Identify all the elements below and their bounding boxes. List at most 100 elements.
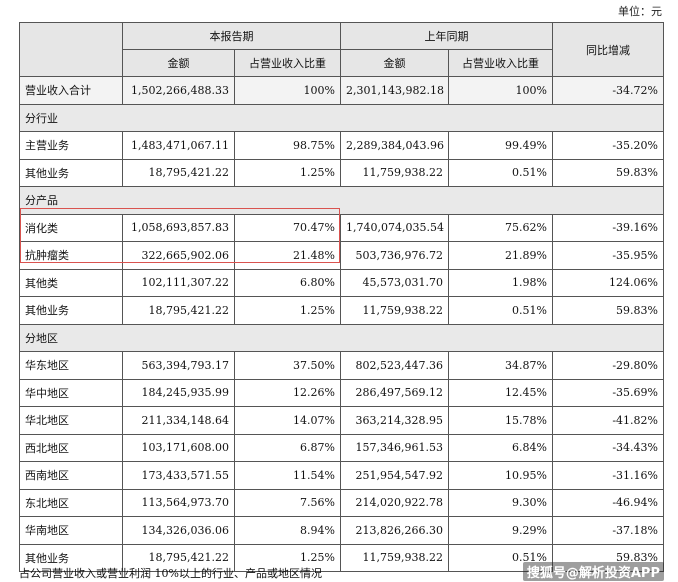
cur-amount-cell: 134,326,036.06	[122, 516, 235, 545]
prev-ratio-cell: 99.49%	[448, 131, 553, 160]
cur-ratio-cell: 6.87%	[234, 433, 341, 462]
cur-ratio-cell: 1.25%	[234, 296, 341, 325]
row-label: 其他业务	[19, 296, 123, 325]
table-row: 其他业务 18,795,421.22 1.25% 11,759,938.22 0.51%…	[19, 158, 664, 187]
cur-amount-cell: 563,394,793.17	[122, 351, 235, 380]
cur-ratio-cell: 8.94%	[234, 516, 341, 545]
prev-ratio-cell: 12.45%	[448, 378, 553, 407]
section-row: 分行业	[19, 103, 664, 132]
prev-ratio-cell: 10.95%	[448, 461, 553, 490]
yoy-cell: -35.95%	[552, 241, 664, 270]
table-row: 主营业务 1,483,471,067.11 98.75% 2,289,384,043.…	[19, 131, 664, 160]
prev-amount-cell: 213,826,266.30	[340, 516, 449, 545]
cur-ratio-cell: 37.50%	[234, 351, 341, 380]
cur-amount-cell: 1,502,266,488.33	[122, 76, 235, 105]
cur-ratio-cell: 70.47%	[234, 213, 341, 242]
section-title: 分行业	[19, 103, 664, 132]
cur-amount-cell: 322,665,902.06	[122, 241, 235, 270]
cur-ratio-cell: 98.75%	[234, 131, 341, 160]
prev-amount-cell: 11,759,938.22	[340, 158, 449, 187]
row-label: 营业收入合计	[19, 76, 123, 105]
row-label: 消化类	[19, 213, 123, 242]
row-label: 华北地区	[19, 406, 123, 435]
prev-amount-cell: 214,020,922.78	[340, 488, 449, 517]
row-label: 东北地区	[19, 488, 123, 517]
prev-ratio-cell: 6.84%	[448, 433, 553, 462]
table-row: 其他业务 18,795,421.22 1.25% 11,759,938.22 0.51%…	[19, 543, 664, 572]
cur-amount-cell: 184,245,935.99	[122, 378, 235, 407]
section-title: 分产品	[19, 186, 664, 215]
cur-amount-cell: 102,111,307.22	[122, 268, 235, 297]
prev-amount-cell: 503,736,976.72	[340, 241, 449, 270]
row-label: 西北地区	[19, 433, 123, 462]
header-prior-period: 上年同期	[340, 22, 553, 50]
row-label: 华南地区	[19, 516, 123, 545]
prev-amount-cell: 251,954,547.92	[340, 461, 449, 490]
row-label: 其他业务	[19, 543, 123, 572]
table-row: 抗肿瘤类 322,665,902.06 21.48% 503,736,976.72 21…	[19, 241, 664, 270]
prev-ratio-cell: 75.62%	[448, 213, 553, 242]
yoy-cell: 124.06%	[552, 268, 664, 297]
row-label: 西南地区	[19, 461, 123, 490]
prev-ratio-cell: 9.29%	[448, 516, 553, 545]
table-row: 其他类 102,111,307.22 6.80% 45,573,031.70 1.98%…	[19, 268, 664, 297]
cur-amount-cell: 173,433,571.55	[122, 461, 235, 490]
prev-ratio-cell: 15.78%	[448, 406, 553, 435]
prev-amount-cell: 11,759,938.22	[340, 296, 449, 325]
section-row: 分产品	[19, 186, 664, 215]
cur-ratio-cell: 1.25%	[234, 158, 341, 187]
header-prev-ratio: 占营业收入比重	[448, 49, 553, 77]
prev-amount-cell: 286,497,569.12	[340, 378, 449, 407]
table-row: 华东地区 563,394,793.17 37.50% 802,523,447.36 34…	[19, 351, 664, 380]
prev-amount-cell: 11,759,938.22	[340, 543, 449, 572]
prev-amount-cell: 2,301,143,982.18	[340, 76, 449, 105]
yoy-cell: 59.83%	[552, 543, 664, 572]
prev-ratio-cell: 21.89%	[448, 241, 553, 270]
section-title: 分地区	[19, 323, 664, 352]
total-row: 营业收入合计 1,502,266,488.33 100% 2,301,143,9…	[19, 76, 664, 105]
prev-ratio-cell: 34.87%	[448, 351, 553, 380]
unit-label: 单位：元	[618, 5, 662, 18]
table-row: 消化类 1,058,693,857.83 70.47% 1,740,074,035.5…	[19, 213, 664, 242]
cur-amount-cell: 211,334,148.64	[122, 406, 235, 435]
footnote: 占公司营业收入或营业利润 10%以上的行业、产品或地区情况	[19, 567, 322, 580]
yoy-cell: -35.20%	[552, 131, 664, 160]
row-label: 其他类	[19, 268, 123, 297]
cur-ratio-cell: 6.80%	[234, 268, 341, 297]
cur-ratio-cell: 14.07%	[234, 406, 341, 435]
yoy-cell: -39.16%	[552, 213, 664, 242]
prev-amount-cell: 363,214,328.95	[340, 406, 449, 435]
yoy-cell: 59.83%	[552, 158, 664, 187]
yoy-cell: -34.43%	[552, 433, 664, 462]
prev-amount-cell: 157,346,961.53	[340, 433, 449, 462]
cur-amount-cell: 103,171,608.00	[122, 433, 235, 462]
table-row: 华南地区 134,326,036.06 8.94% 213,826,266.30 9.2…	[19, 516, 664, 545]
table-body: 营业收入合计 1,502,266,488.33 100% 2,301,143,9…	[19, 76, 664, 572]
yoy-cell: 59.83%	[552, 296, 664, 325]
cur-amount-cell: 1,058,693,857.83	[122, 213, 235, 242]
cur-ratio-cell: 12.26%	[234, 378, 341, 407]
prev-amount-cell: 1,740,074,035.54	[340, 213, 449, 242]
cur-ratio-cell: 100%	[234, 76, 341, 105]
prev-ratio-cell: 0.51%	[448, 158, 553, 187]
row-label: 华东地区	[19, 351, 123, 380]
prev-ratio-cell: 1.98%	[448, 268, 553, 297]
cur-ratio-cell: 7.56%	[234, 488, 341, 517]
cur-ratio-cell: 11.54%	[234, 461, 341, 490]
cur-amount-cell: 18,795,421.22	[122, 158, 235, 187]
header-prev-amount: 金额	[340, 49, 449, 77]
table-row: 东北地区 113,564,973.70 7.56% 214,020,922.78 9.3…	[19, 488, 664, 517]
yoy-cell: -35.69%	[552, 378, 664, 407]
row-label: 主营业务	[19, 131, 123, 160]
row-label: 其他业务	[19, 158, 123, 187]
table-row: 西北地区 103,171,608.00 6.87% 157,346,961.53 6.8…	[19, 433, 664, 462]
table-row: 华北地区 211,334,148.64 14.07% 363,214,328.95 15…	[19, 406, 664, 435]
header-yoy: 同比增减	[552, 22, 664, 77]
cur-amount-cell: 18,795,421.22	[122, 296, 235, 325]
prev-ratio-cell: 9.30%	[448, 488, 553, 517]
table-row: 西南地区 173,433,571.55 11.54% 251,954,547.92 10…	[19, 461, 664, 490]
yoy-cell: -31.16%	[552, 461, 664, 490]
cur-amount-cell: 1,483,471,067.11	[122, 131, 235, 160]
row-label: 抗肿瘤类	[19, 241, 123, 270]
cur-ratio-cell: 21.48%	[234, 241, 341, 270]
